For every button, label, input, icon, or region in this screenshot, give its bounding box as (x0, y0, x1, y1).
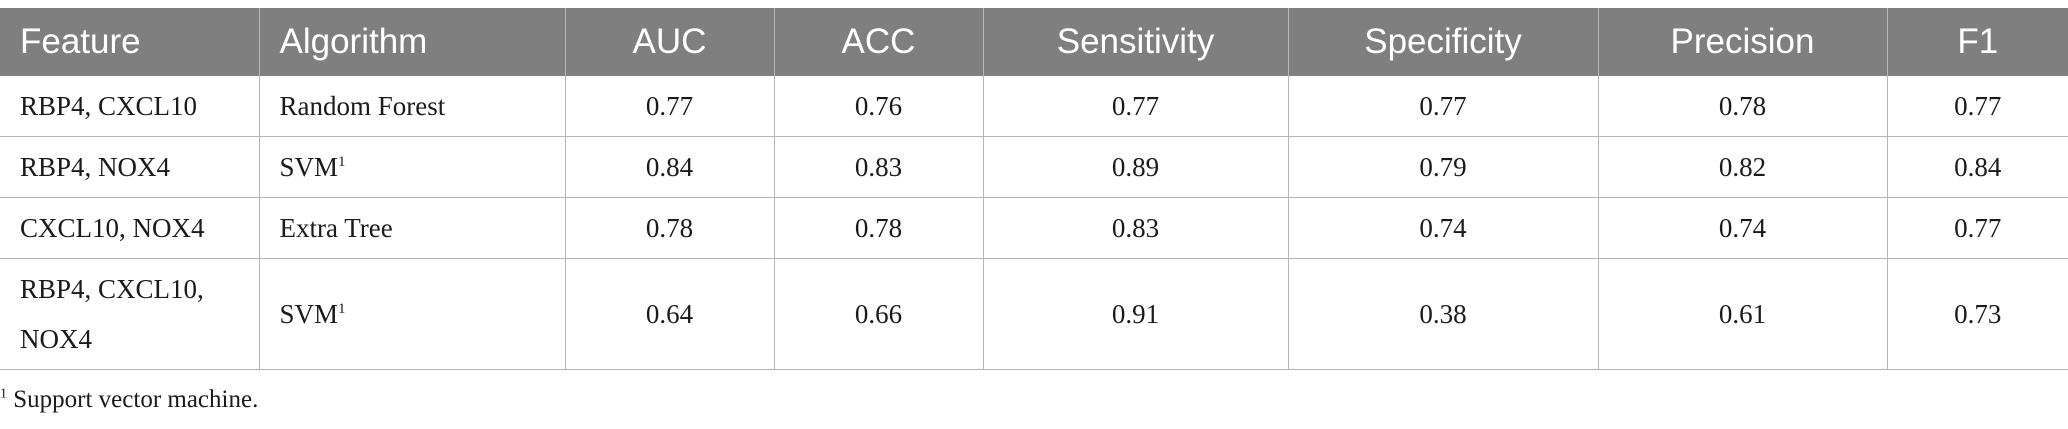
auc-cell: 0.64 (565, 258, 775, 370)
footnote-text: Support vector machine. (7, 386, 259, 413)
algorithm-cell: Random Forest (259, 76, 566, 137)
auc-cell: 0.84 (565, 136, 775, 198)
header-auc: AUC (565, 8, 775, 76)
sensitivity-cell: 0.91 (983, 258, 1289, 370)
feature-cell: CXCL10, NOX4 (0, 197, 260, 259)
auc-cell: 0.77 (565, 76, 775, 137)
acc-cell: 0.76 (774, 76, 984, 137)
header-algorithm: Algorithm (259, 8, 566, 76)
results-table: Feature Algorithm AUC ACC Sensitivity Sp… (0, 8, 2068, 370)
f1-cell: 0.77 (1887, 76, 2068, 137)
header-specificity: Specificity (1288, 8, 1599, 76)
sensitivity-cell: 0.89 (983, 136, 1289, 198)
table-row: RBP4, CXCL10 Random Forest 0.77 0.76 0.7… (0, 76, 2068, 137)
header-f1: F1 (1887, 8, 2068, 76)
footnote-marker: 1 (338, 301, 346, 317)
sensitivity-cell: 0.77 (983, 76, 1289, 137)
header-sensitivity: Sensitivity (983, 8, 1289, 76)
feature-cell: RBP4, NOX4 (0, 136, 260, 198)
algorithm-name: SVM (279, 299, 339, 329)
footnote-marker: 1 (338, 153, 346, 170)
f1-cell: 0.84 (1887, 136, 2068, 198)
algorithm-cell: SVM1 (259, 258, 566, 370)
table-row: RBP4, CXCL10, NOX4 SVM1 0.64 0.66 0.91 0.… (0, 258, 2068, 370)
specificity-cell: 0.74 (1288, 197, 1599, 259)
footnote-marker: 1 (0, 386, 7, 402)
specificity-cell: 0.38 (1288, 258, 1599, 370)
feature-cell: RBP4, CXCL10, NOX4 (0, 258, 260, 370)
algorithm-cell: SVM1 (259, 136, 566, 198)
header-acc: ACC (774, 8, 984, 76)
algorithm-name: Random Forest (279, 90, 446, 121)
table-row: RBP4, NOX4 SVM1 0.84 0.83 0.89 0.79 0.82… (0, 136, 2068, 198)
acc-cell: 0.83 (774, 136, 984, 198)
precision-cell: 0.61 (1598, 258, 1888, 370)
f1-cell: 0.73 (1887, 258, 2068, 370)
auc-cell: 0.78 (565, 197, 775, 259)
precision-cell: 0.82 (1598, 136, 1888, 198)
header-feature: Feature (0, 8, 260, 76)
acc-cell: 0.66 (774, 258, 984, 370)
algorithm-name: SVM (279, 151, 339, 182)
f1-cell: 0.77 (1887, 197, 2068, 259)
table-row: CXCL10, NOX4 Extra Tree 0.78 0.78 0.83 0… (0, 197, 2068, 259)
table-footnote: 1 Support vector machine. (0, 386, 258, 414)
algorithm-name: Extra Tree (279, 212, 393, 243)
precision-cell: 0.78 (1598, 76, 1888, 137)
specificity-cell: 0.79 (1288, 136, 1599, 198)
algorithm-cell: Extra Tree (259, 197, 566, 259)
feature-line: RBP4, CXCL10, (20, 274, 204, 304)
header-row: Feature Algorithm AUC ACC Sensitivity Sp… (0, 8, 2068, 76)
acc-cell: 0.78 (774, 197, 984, 259)
header-precision: Precision (1598, 8, 1888, 76)
specificity-cell: 0.77 (1288, 76, 1599, 137)
feature-cell: RBP4, CXCL10 (0, 76, 260, 137)
feature-line: NOX4 (20, 324, 92, 354)
precision-cell: 0.74 (1598, 197, 1888, 259)
sensitivity-cell: 0.83 (983, 197, 1289, 259)
